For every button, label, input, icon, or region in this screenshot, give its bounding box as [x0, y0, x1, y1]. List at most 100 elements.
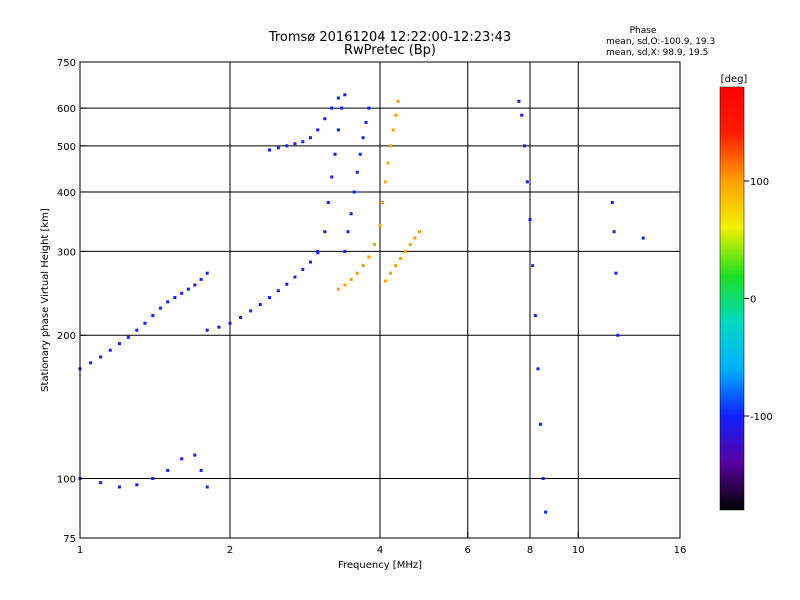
data-point — [612, 230, 616, 234]
x-axis-ticks: 1 2 4 6 8 10 16 — [77, 532, 687, 556]
y-axis-ticks: 75 100 200 300 400 500 600 750 — [57, 58, 86, 545]
phase-heading: Phase — [630, 26, 657, 36]
colorbar — [719, 86, 745, 511]
y-tick-label: 100 — [57, 475, 76, 486]
x-tick-label: 8 — [527, 545, 533, 556]
data-point — [361, 264, 365, 268]
x-tick-label: 16 — [674, 545, 687, 556]
data-point — [108, 348, 112, 352]
y-axis-label: Stationary phase Virtual Height [km] — [40, 208, 51, 392]
data-point — [323, 230, 327, 234]
data-point — [528, 218, 532, 222]
data-point — [89, 361, 93, 365]
data-point — [166, 300, 170, 304]
data-point — [151, 314, 155, 318]
data-point — [228, 321, 232, 325]
data-point — [544, 510, 548, 514]
data-point — [525, 180, 529, 184]
data-point — [135, 483, 139, 487]
data-point — [117, 342, 121, 346]
chart-title: Tromsø 20161204 12:22:00-12:23:43 — [268, 30, 511, 45]
data-point — [520, 113, 524, 117]
grid — [80, 62, 680, 538]
data-point — [99, 355, 103, 359]
x-tick-label: 4 — [377, 545, 383, 556]
data-point — [117, 485, 121, 489]
data-point — [135, 328, 139, 332]
data-point — [358, 152, 362, 156]
data-point — [285, 144, 289, 148]
x-tick-label: 6 — [465, 545, 471, 556]
data-point — [276, 289, 280, 293]
data-point — [323, 117, 327, 121]
data-point — [531, 264, 535, 268]
phase-line-o: mean, sd,O:-100.9, 19.3 — [606, 37, 715, 47]
colorbar-tick-label: -100 — [750, 412, 773, 423]
data-point — [389, 271, 393, 275]
data-point — [340, 106, 344, 110]
data-point — [391, 128, 395, 132]
data-point — [523, 144, 527, 148]
data-point — [343, 93, 347, 97]
colorbar-label: [deg] — [721, 74, 748, 85]
data-point — [408, 243, 412, 247]
data-point — [151, 477, 155, 481]
data-point — [180, 457, 184, 461]
data-point — [308, 260, 312, 264]
x-tick-label: 2 — [227, 545, 233, 556]
data-point — [361, 136, 365, 140]
data-point — [336, 96, 340, 100]
x-tick-label: 1 — [77, 545, 83, 556]
data-point — [413, 236, 417, 240]
y-tick-label: 400 — [57, 188, 76, 199]
data-point — [173, 296, 177, 300]
data-point — [285, 282, 289, 286]
data-point — [301, 140, 305, 144]
data-point — [333, 152, 337, 156]
data-point — [349, 277, 353, 281]
data-point — [267, 296, 271, 300]
data-point — [352, 190, 356, 194]
data-point — [343, 283, 347, 287]
colorbar-tick-label: 0 — [750, 295, 756, 306]
data-point — [166, 468, 170, 472]
data-point — [308, 136, 312, 140]
data-point — [378, 224, 382, 228]
data-point — [394, 264, 398, 268]
x-axis-label: Frequency [MHz] — [338, 560, 422, 571]
data-point — [293, 275, 297, 279]
data-points — [78, 93, 645, 514]
y-tick-label: 75 — [63, 534, 76, 545]
data-point — [389, 144, 393, 148]
data-point — [373, 243, 377, 247]
phase-line-x: mean, sd,X: 98.9, 19.5 — [606, 48, 708, 58]
data-point — [193, 283, 197, 287]
x-tick-label: 10 — [572, 545, 585, 556]
data-point — [403, 249, 407, 253]
y-tick-label: 300 — [57, 247, 76, 258]
data-point — [381, 201, 385, 205]
data-point — [239, 315, 243, 319]
data-point — [533, 314, 537, 318]
data-point — [517, 99, 521, 103]
data-point — [217, 325, 221, 329]
data-point — [143, 321, 147, 325]
data-point — [343, 249, 347, 253]
data-point — [199, 468, 203, 472]
y-tick-label: 500 — [57, 142, 76, 153]
data-point — [330, 106, 334, 110]
y-tick-label: 600 — [57, 104, 76, 115]
y-tick-label: 750 — [57, 58, 76, 69]
data-point — [399, 256, 403, 260]
data-point — [316, 249, 320, 253]
data-point — [336, 287, 340, 291]
data-point — [249, 309, 253, 313]
data-point — [186, 287, 190, 291]
colorbar-tick-label: 100 — [750, 177, 769, 188]
data-point — [326, 201, 330, 205]
data-point — [383, 180, 387, 184]
data-point — [258, 303, 262, 307]
data-point — [193, 453, 197, 457]
data-point — [394, 113, 398, 117]
data-point — [330, 175, 334, 179]
